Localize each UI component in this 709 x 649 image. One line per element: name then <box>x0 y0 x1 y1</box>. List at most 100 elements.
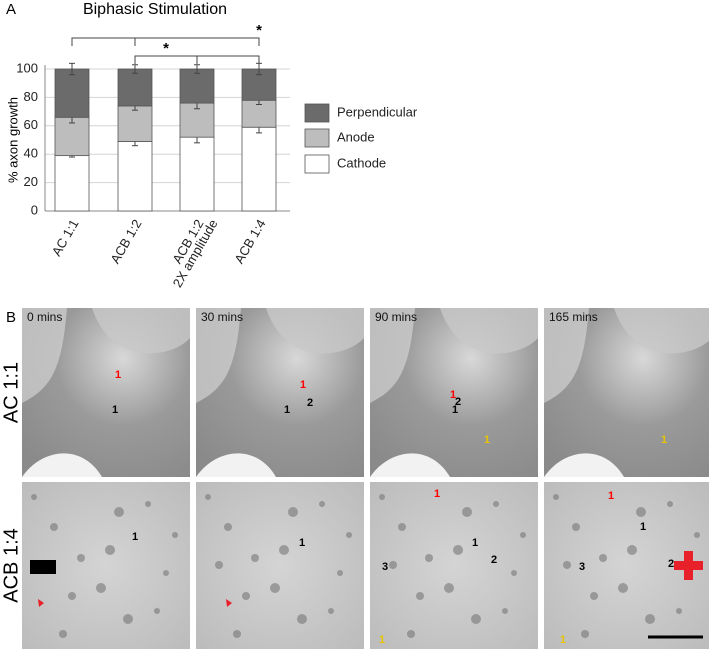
cell-blob <box>572 523 580 531</box>
cell-annotation: 1 <box>452 404 458 416</box>
legend-label: Perpendicular <box>337 104 418 119</box>
cell-blob <box>645 614 655 624</box>
cell-blob <box>676 608 682 614</box>
cell-blob <box>425 554 433 562</box>
cell-blob <box>251 554 259 562</box>
bar-segment <box>179 68 215 104</box>
cell-blob <box>346 532 352 538</box>
cell-blob <box>172 532 178 538</box>
cell-blob <box>407 630 415 638</box>
legend-label: Cathode <box>337 155 386 170</box>
y-tick-label: 20 <box>24 174 38 189</box>
micrograph-image <box>370 482 538 649</box>
cell-blob <box>636 507 646 517</box>
bar-segment <box>117 68 153 107</box>
bright-band <box>370 453 450 477</box>
cell-blob <box>444 583 454 593</box>
panel-label: B <box>6 309 16 326</box>
cell-blob <box>511 570 517 576</box>
cell-blob <box>50 523 58 531</box>
cell-blob <box>59 630 67 638</box>
cell-annotation: 1 <box>132 531 138 543</box>
bar-segment <box>54 116 90 157</box>
cell-annotation: 1 <box>472 537 478 549</box>
cell-blob <box>590 592 598 600</box>
cell-blob <box>337 570 343 576</box>
cell-blob <box>154 608 160 614</box>
cell-blob <box>319 501 325 507</box>
y-tick-label: 100 <box>16 60 38 75</box>
cell-blob <box>416 592 424 600</box>
row-label: ACB 1:4 <box>0 528 22 602</box>
significance-bracket: * <box>134 40 260 64</box>
bright-band <box>22 308 67 403</box>
y-tick-label: 80 <box>24 89 38 104</box>
cell-blob <box>553 494 559 500</box>
cell-blob <box>398 523 406 531</box>
bracket-line <box>71 37 260 46</box>
bar-segment <box>117 141 153 212</box>
bright-band <box>544 308 589 403</box>
y-tick-label: 0 <box>31 202 38 217</box>
cell-blob <box>297 614 307 624</box>
cell-blob <box>563 561 571 569</box>
cell-blob <box>215 561 223 569</box>
cell-blob <box>581 630 589 638</box>
cell-blob <box>270 583 280 593</box>
row-label: AC 1:1 <box>0 362 22 423</box>
y-tick-label: 40 <box>24 146 38 161</box>
micrograph <box>370 482 538 649</box>
error-bar <box>194 64 200 74</box>
error-bar <box>69 62 75 76</box>
significance-bracket: * <box>71 22 262 46</box>
bar-segment <box>179 136 215 212</box>
cell-annotation: 1 <box>115 369 121 381</box>
x-tick-label: ACB 1:4 <box>231 217 268 266</box>
cell-blob <box>462 507 472 517</box>
cell-cluster <box>92 308 190 354</box>
cell-annotation: 1 <box>450 389 456 401</box>
cell-annotation: 3 <box>382 561 388 573</box>
electrode-block <box>30 560 56 574</box>
bar-segment <box>117 105 153 142</box>
micrograph: 90 mins <box>370 308 538 477</box>
plus-sign <box>674 551 703 580</box>
bar-segment <box>54 68 90 118</box>
bar-segment <box>54 155 90 212</box>
significance-label: * <box>256 22 262 39</box>
cell-annotation: 1 <box>112 404 118 416</box>
bright-band <box>196 453 276 477</box>
cell-annotation: 1 <box>299 537 305 549</box>
cell-blob <box>520 532 526 538</box>
arrow <box>226 599 232 607</box>
cell-blob <box>105 545 115 555</box>
cell-annotation: 1 <box>608 490 614 502</box>
micrograph: 165 mins <box>544 308 709 477</box>
cell-annotation: 1 <box>284 404 290 416</box>
legend-swatch <box>304 128 330 148</box>
cell-cluster <box>614 308 709 354</box>
cell-annotation: 1 <box>560 634 566 646</box>
cell-annotation: 1 <box>640 521 646 533</box>
legend-swatch <box>304 103 330 123</box>
cell-annotation: 2 <box>491 554 497 566</box>
bright-band <box>22 453 102 477</box>
cell-annotation: 1 <box>379 634 385 646</box>
cell-blob <box>694 532 700 538</box>
cell-blob <box>618 583 628 593</box>
cell-blob <box>328 608 334 614</box>
cell-blob <box>205 494 211 500</box>
bright-band <box>196 308 241 403</box>
cell-blob <box>123 614 133 624</box>
cell-annotation: 1 <box>484 434 490 446</box>
micrograph-panel: 0 mins 30 mins 90 mins 165 mins AC 1:1 ACB 1:… <box>0 308 709 649</box>
cell-annotation: 2 <box>455 396 461 408</box>
error-bar <box>132 64 138 74</box>
time-label: 30 mins <box>201 310 243 324</box>
cell-blob <box>471 614 481 624</box>
cell-cluster <box>266 308 364 354</box>
legend-label: Anode <box>337 129 375 144</box>
cell-annotation: 2 <box>668 558 674 570</box>
